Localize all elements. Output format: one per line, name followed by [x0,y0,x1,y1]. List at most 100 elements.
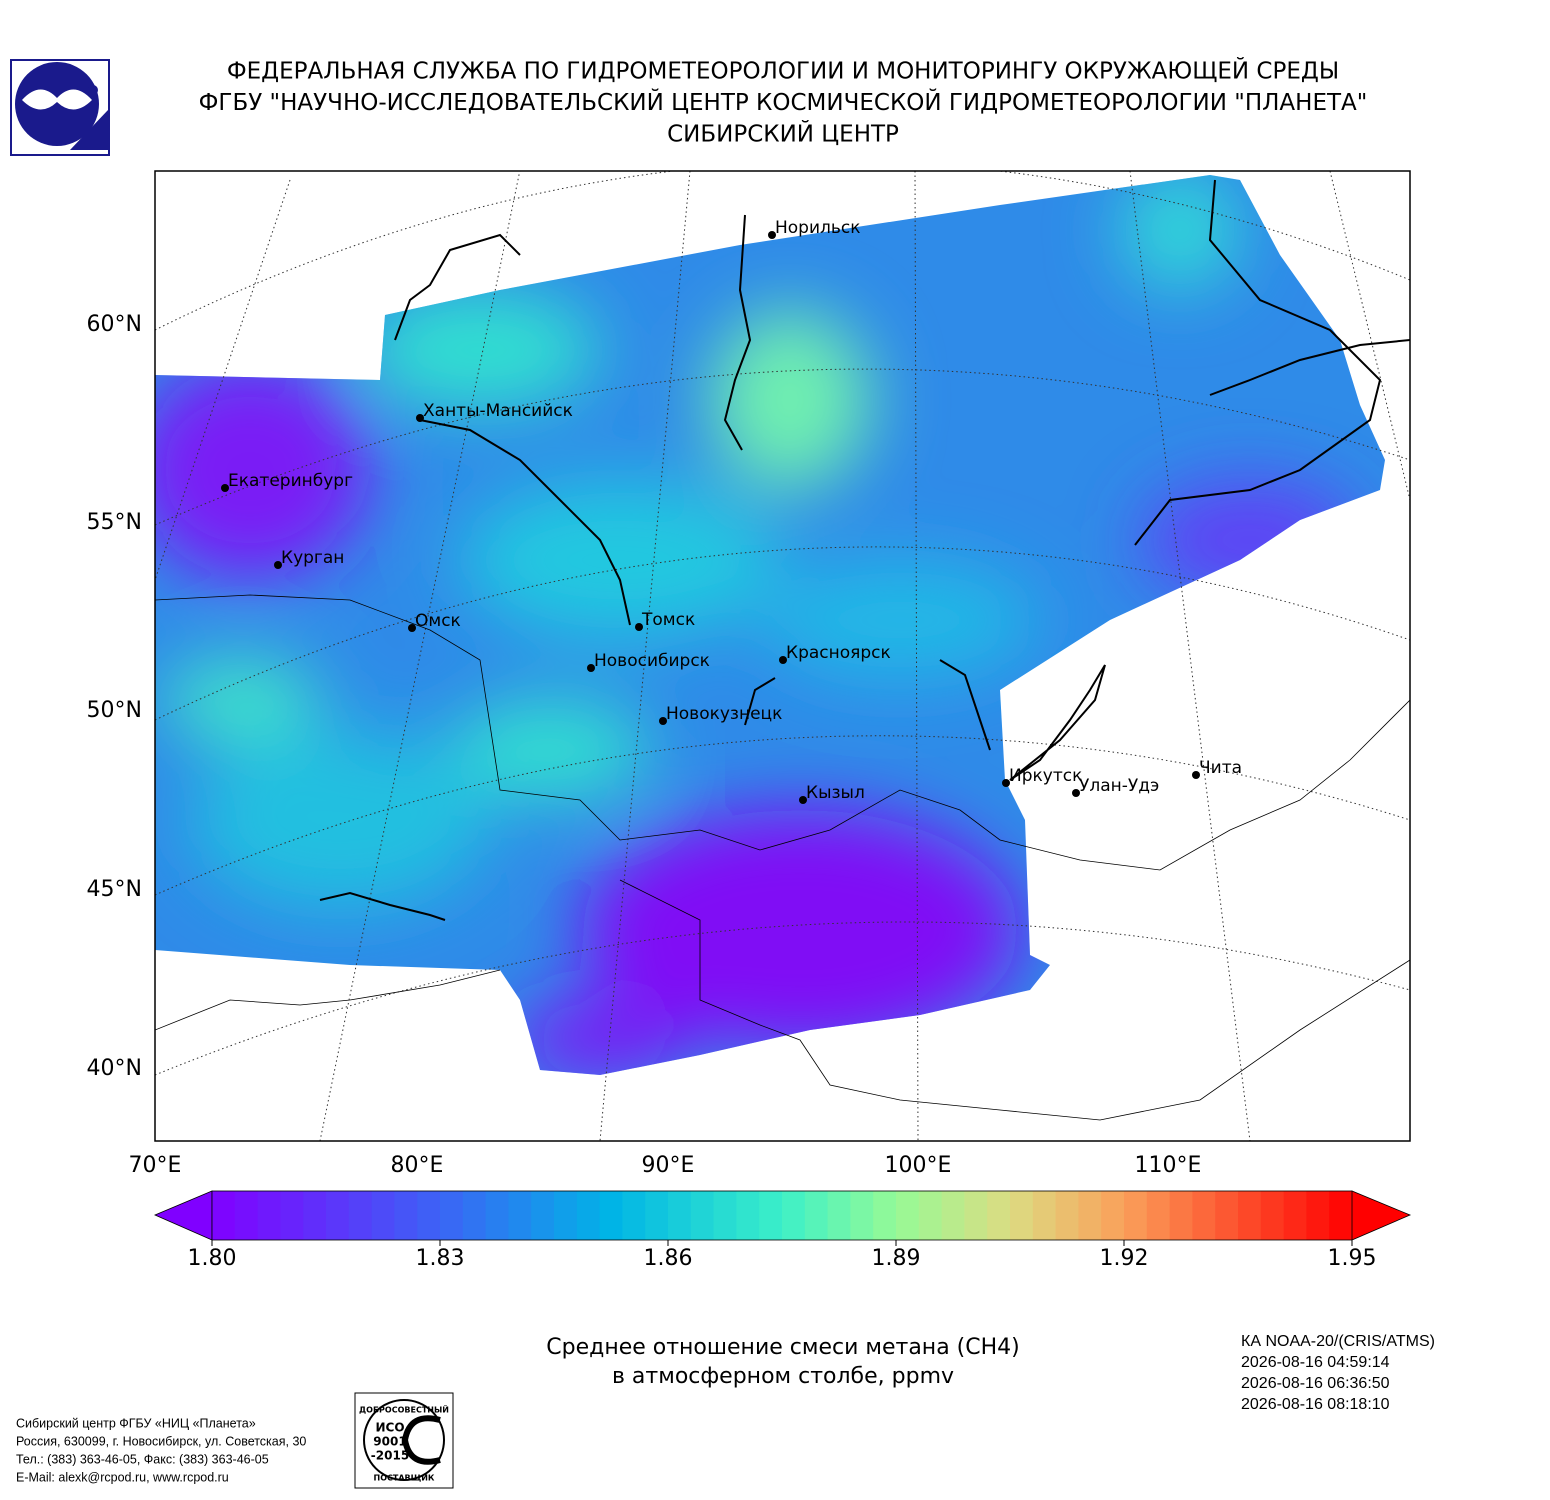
colorbar-segment [1192,1191,1216,1240]
city-label: Иркутск [1009,766,1082,786]
city-dot [659,717,667,725]
map-area [155,171,1410,1141]
lon-label: 100°E [885,1153,952,1178]
lon-label: 80°E [391,1153,444,1178]
city-dot [416,414,424,422]
colorbar-segment [1260,1191,1285,1240]
colorbar-segment [941,1191,965,1240]
iso-line: ИСО [375,1421,404,1435]
colorbar-segment [348,1191,373,1240]
colorbar-segment [599,1191,623,1240]
caption-line: Среднее отношение смеси метана (CH4) [546,1335,1019,1360]
city-label: Курган [281,548,344,568]
city-dot [779,656,787,664]
city-label: Норильск [775,218,861,238]
iso-bottom: ПОСТАВЩИК [374,1474,435,1483]
city-label: Томск [641,610,695,630]
header-line: СИБИРСКИЙ ЦЕНТР [667,120,899,148]
colorbar-segment [280,1191,304,1240]
satellite-line: 2026-08-16 08:18:10 [1241,1396,1390,1413]
iso-logo [354,1392,454,1489]
colorbar-segment [690,1191,715,1240]
lon-label: 70°E [129,1153,182,1178]
colorbar-segment [1238,1191,1262,1240]
colorbar-tick-label: 1.89 [872,1246,921,1271]
colorbar-segment [782,1191,806,1240]
colorbar-segment [736,1191,760,1240]
colorbar-frame [211,1190,1353,1241]
colorbar-tick-label: 1.80 [188,1246,237,1271]
colorbar-segment [576,1191,601,1240]
colorbar-extend-low [153,1190,213,1241]
lat-label: 40°N [87,1056,142,1081]
colorbar-segment [1283,1191,1307,1240]
colorbar-segment [759,1191,783,1240]
borders [155,594,1410,1121]
colorbar-segment [371,1191,395,1240]
city-dot [1192,771,1200,779]
colorbar-segment [531,1191,555,1240]
colorbar-extend-high [1351,1190,1412,1241]
colorbar-tick-label: 1.83 [416,1246,465,1271]
colorbar-segment [1329,1191,1353,1240]
colorbar-segment [508,1191,532,1240]
colorbar-segment [1101,1191,1125,1240]
colorbar-segment [326,1191,350,1240]
city-label: Екатеринбург [228,471,353,491]
lon-label: 90°E [642,1153,695,1178]
colorbar-segment [1010,1191,1034,1240]
city-dot [1002,779,1010,787]
colorbar-segment [257,1191,281,1240]
city-label: Новокузнецк [666,704,782,724]
lat-label: 50°N [87,698,142,723]
city-dot [274,561,282,569]
city-dot [799,796,807,804]
colorbar-segment [964,1191,988,1240]
colorbar-segment [462,1191,487,1240]
city-label: Улан-Удэ [1079,776,1159,796]
colorbar-tick-label: 1.92 [1100,1246,1149,1271]
colorbar-segment [1169,1191,1193,1240]
header-line: ФЕДЕРАЛЬНАЯ СЛУЖБА ПО ГИДРОМЕТЕОРОЛОГИИ … [227,57,1339,85]
colorbar-segment [485,1191,509,1240]
city-dot [587,664,595,672]
logo [10,59,110,156]
city-label: Кызыл [806,783,865,803]
city-dot [221,484,229,492]
city-dot [635,623,643,631]
colorbar-segment [645,1191,669,1240]
colorbar-segment [896,1191,920,1240]
city-label: Ханты-Мансийск [423,401,573,421]
colorbar-segment [668,1191,692,1240]
satellite-line: 2026-08-16 06:36:50 [1241,1375,1390,1392]
satellite-line: КА NOAA-20/(CRIS/ATMS) [1241,1333,1435,1350]
colorbar-segment [440,1191,464,1240]
iso-top: ДОБРОСОВЕСТНЫЙ [359,1404,449,1415]
lat-label: 45°N [87,877,142,902]
colorbar-segment [554,1191,578,1240]
footer-line: E-Mail: alexk@rcpod.ru, www.rcpod.ru [16,1470,229,1484]
city-label: Чита [1199,758,1242,778]
iso-line: -2015 [371,1449,409,1463]
colorbar-segment [234,1191,259,1240]
colorbar-segment [873,1191,897,1240]
methane-field [155,175,1385,1075]
header-line: ФГБУ "НАУЧНО-ИССЛЕДОВАТЕЛЬСКИЙ ЦЕНТР КОС… [199,88,1368,116]
city-label: Омск [415,611,461,631]
iso-line: 9001 [373,1435,406,1449]
colorbar-segment [212,1191,236,1240]
colorbar-segment [1215,1191,1239,1240]
lat-label: 55°N [87,510,142,535]
coastlines [319,179,1410,921]
colorbar-segment [850,1191,874,1240]
colorbar-segment [713,1191,737,1240]
city-dot [768,231,776,239]
colorbar-tick-label: 1.95 [1328,1246,1377,1271]
city-dot [408,624,416,632]
map-frame [154,170,1411,1142]
colorbar-segment [622,1191,646,1240]
graticule [155,171,1410,1141]
colorbar-segment [1124,1191,1148,1240]
colorbar-segment [1078,1191,1102,1240]
